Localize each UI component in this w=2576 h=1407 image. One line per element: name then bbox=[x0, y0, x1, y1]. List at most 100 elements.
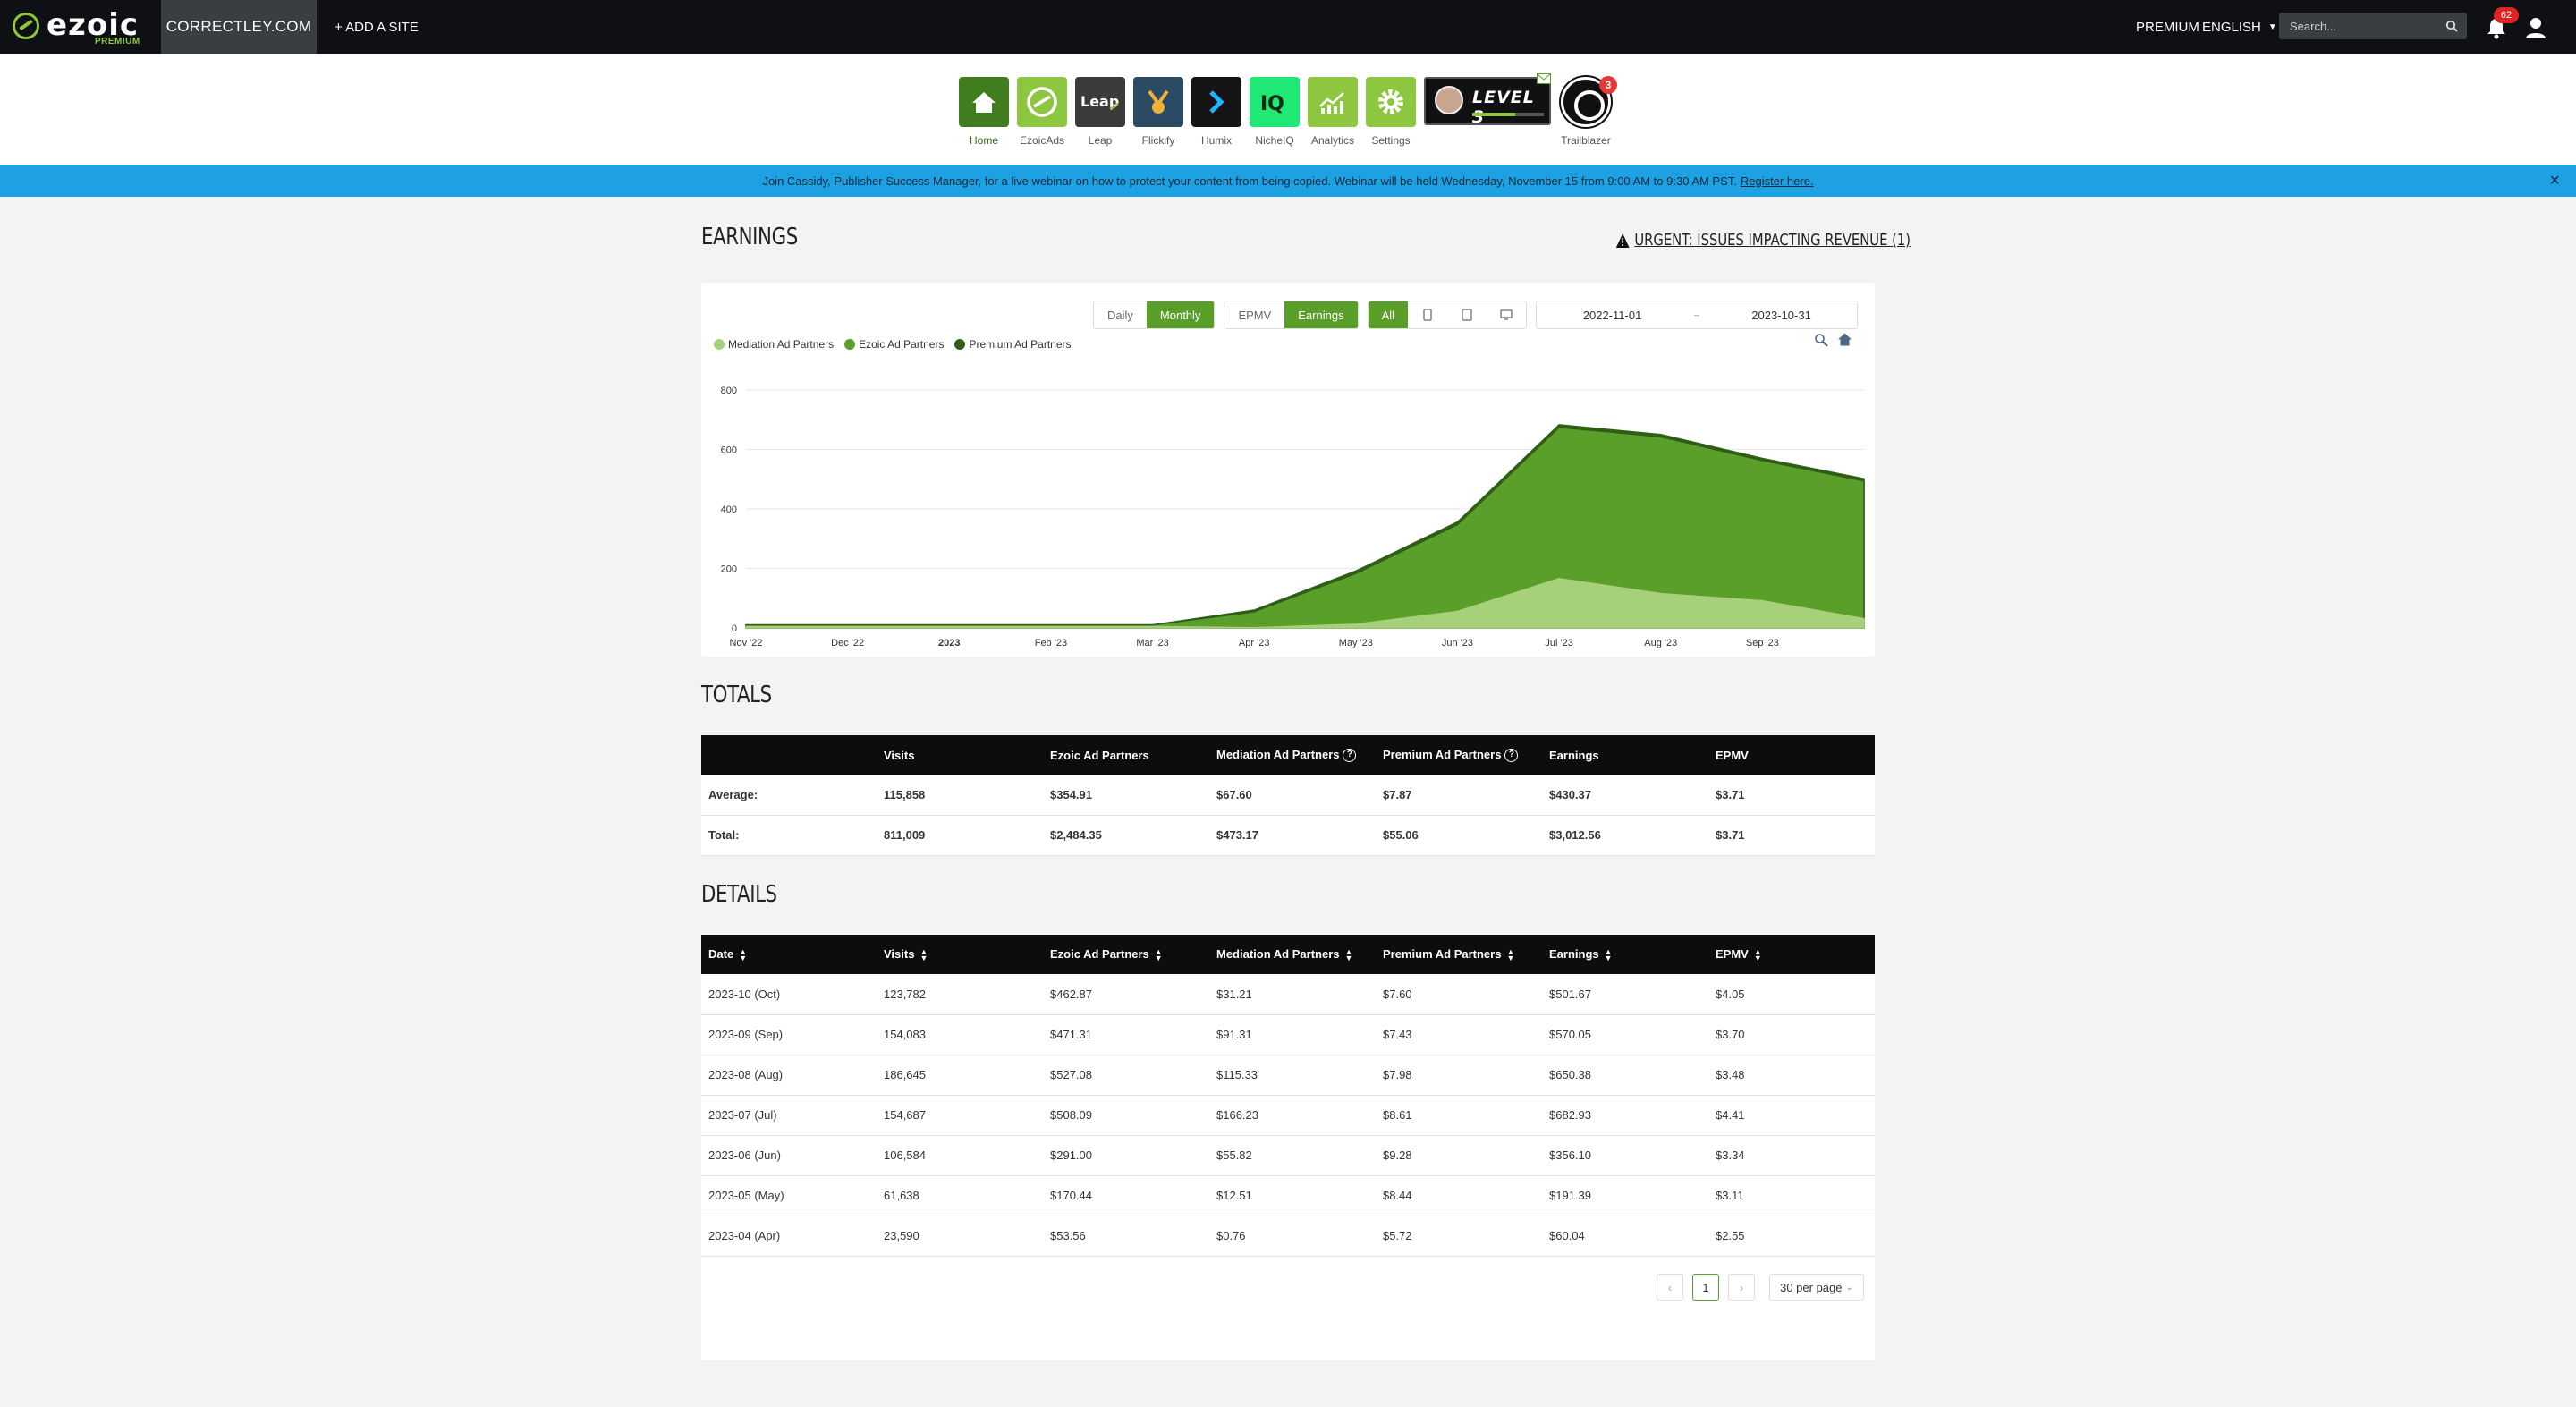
per-page-select[interactable]: 30 per page ⌄ bbox=[1769, 1274, 1864, 1301]
earnings-chart-card: Daily Monthly EPMV Earnings All 2022-11-… bbox=[701, 283, 1875, 657]
tablet-button[interactable] bbox=[1447, 301, 1487, 328]
table-cell: $356.10 bbox=[1542, 1135, 1708, 1176]
app-label: EzoicAds bbox=[1019, 134, 1065, 147]
search-input[interactable] bbox=[2279, 13, 2440, 39]
table-cell: $55.82 bbox=[1209, 1135, 1376, 1176]
legend-item[interactable]: Ezoic Ad Partners bbox=[844, 338, 944, 351]
header-cell bbox=[701, 735, 877, 775]
reset-zoom-home-icon[interactable] bbox=[1837, 332, 1852, 347]
date-range-picker[interactable]: 2022-11-01 ~ 2023-10-31 bbox=[1536, 301, 1859, 329]
language-label: ENGLISH bbox=[2202, 19, 2261, 35]
table-cell: $60.04 bbox=[1542, 1216, 1708, 1257]
sortable-header[interactable]: Ezoic Ad Partners ▲ ▼ bbox=[1043, 935, 1209, 974]
app-analytics[interactable]: Analytics bbox=[1307, 77, 1359, 147]
date-from: 2022-11-01 bbox=[1582, 308, 1642, 322]
app-humix[interactable]: Humix bbox=[1191, 77, 1242, 147]
app-label: Flickify bbox=[1141, 134, 1175, 147]
table-row: 2023-04 (Apr) 23,590 $53.56 $0.76 $5.72 $60.0… bbox=[701, 1216, 1875, 1257]
premium-link[interactable]: PREMIUM bbox=[2136, 19, 2199, 35]
table-cell: $31.21 bbox=[1209, 974, 1376, 1015]
table-cell: 2023-08 (Aug) bbox=[701, 1055, 877, 1096]
next-page-button[interactable]: › bbox=[1728, 1274, 1755, 1301]
table-cell: $0.76 bbox=[1209, 1216, 1376, 1257]
app-tile: IQ bbox=[1250, 77, 1300, 127]
app-flickify[interactable]: Flickify bbox=[1132, 77, 1184, 147]
app-home[interactable]: Home bbox=[958, 77, 1010, 147]
user-icon[interactable] bbox=[2524, 16, 2547, 39]
desktop-button[interactable] bbox=[1487, 301, 1527, 328]
app-nicheiq[interactable]: IQ NicheIQ bbox=[1249, 77, 1301, 147]
site-selector[interactable]: CORRECTLEY.COM bbox=[161, 0, 317, 54]
app-leap[interactable]: Leap Leap bbox=[1074, 77, 1126, 147]
legend-item[interactable]: Mediation Ad Partners bbox=[714, 338, 834, 351]
mobile-button[interactable] bbox=[1408, 301, 1448, 328]
table-cell: $67.60 bbox=[1209, 775, 1376, 816]
sort-icon: ▲ ▼ bbox=[919, 946, 928, 962]
header-label: Earnings bbox=[1549, 947, 1599, 962]
sort-icon: ▲ ▼ bbox=[1604, 946, 1613, 962]
legend-item[interactable]: Premium Ad Partners bbox=[954, 338, 1072, 351]
zoom-icon[interactable] bbox=[1814, 333, 1828, 347]
add-site-link[interactable]: + ADD A SITE bbox=[335, 19, 419, 35]
x-tick-label: Dec '22 bbox=[831, 638, 864, 648]
table-cell: $3.48 bbox=[1708, 1055, 1875, 1096]
avatar bbox=[1435, 86, 1463, 114]
help-icon[interactable]: ? bbox=[1504, 749, 1519, 763]
flickify-icon bbox=[1148, 89, 1169, 114]
ezoic-logo[interactable]: ezoic PREMIUM bbox=[13, 7, 147, 47]
close-icon[interactable]: × bbox=[2549, 171, 2560, 191]
y-tick-label: 400 bbox=[721, 504, 737, 515]
table-cell: $53.56 bbox=[1043, 1216, 1209, 1257]
header-label: Mediation Ad Partners bbox=[1216, 947, 1340, 962]
details-header-row: Date ▲ ▼ Visits ▲ ▼ Ezoic Ad Partners ▲ ▼ Mediati… bbox=[701, 935, 1875, 974]
app-trailblazer[interactable]: 3 Trailblazer bbox=[1560, 76, 1617, 147]
header-label: Premium Ad Partners bbox=[1383, 947, 1502, 962]
monthly-button[interactable]: Monthly bbox=[1146, 301, 1215, 328]
table-row: 2023-07 (Jul) 154,687 $508.09 $166.23 $8.61 $… bbox=[701, 1095, 1875, 1136]
prev-page-button[interactable]: ‹ bbox=[1657, 1274, 1683, 1301]
pagination: ‹ 1 › 30 per page ⌄ bbox=[1657, 1274, 1864, 1301]
sortable-header[interactable]: Premium Ad Partners ▲ ▼ bbox=[1376, 935, 1542, 974]
x-tick-label: Sep '23 bbox=[1746, 638, 1779, 648]
x-tick-label: Feb '23 bbox=[1035, 638, 1067, 648]
x-tick-label: May '23 bbox=[1339, 638, 1373, 648]
table-cell: $527.08 bbox=[1043, 1055, 1209, 1096]
sortable-header[interactable]: EPMV ▲ ▼ bbox=[1708, 935, 1875, 974]
sortable-header[interactable]: Visits ▲ ▼ bbox=[877, 935, 1043, 974]
app-label: NicheIQ bbox=[1255, 134, 1294, 147]
register-link[interactable]: Register here. bbox=[1740, 174, 1814, 188]
mail-icon[interactable] bbox=[1537, 73, 1551, 84]
table-cell: $166.23 bbox=[1209, 1095, 1376, 1136]
legend-dot bbox=[954, 339, 966, 350]
app-navigation: Home EzoicAds Leap Leap Flickify Humix I… bbox=[0, 54, 2576, 165]
earnings-title: EARNINGS bbox=[701, 224, 798, 250]
sortable-header[interactable]: Earnings ▲ ▼ bbox=[1542, 935, 1708, 974]
earnings-button[interactable]: Earnings bbox=[1284, 301, 1358, 328]
table-cell: 2023-09 (Sep) bbox=[701, 1014, 877, 1055]
header-cell: EPMV bbox=[1708, 735, 1875, 775]
table-cell: $7.43 bbox=[1376, 1014, 1542, 1055]
epmv-button[interactable]: EPMV bbox=[1224, 301, 1285, 328]
app-tile bbox=[1133, 77, 1183, 127]
help-icon[interactable]: ? bbox=[1343, 749, 1357, 763]
level-badge[interactable]: LEVEL 3 bbox=[1424, 77, 1551, 127]
urgent-issues-link[interactable]: URGENT: ISSUES IMPACTING REVENUE (1) bbox=[1615, 231, 1911, 250]
app-ezoicads[interactable]: EzoicAds bbox=[1016, 77, 1068, 147]
all-devices-button[interactable]: All bbox=[1368, 301, 1409, 328]
search-icon[interactable] bbox=[2445, 20, 2458, 32]
webinar-banner: Join Cassidy, Publisher Success Manager,… bbox=[0, 165, 2576, 197]
app-settings[interactable]: Settings bbox=[1365, 77, 1417, 147]
table-cell: 186,645 bbox=[877, 1055, 1043, 1096]
page-1-button[interactable]: 1 bbox=[1692, 1274, 1719, 1301]
daily-button[interactable]: Daily bbox=[1094, 301, 1147, 328]
table-cell: 106,584 bbox=[877, 1135, 1043, 1176]
language-selector[interactable]: ENGLISH ▼ bbox=[2202, 0, 2277, 54]
table-cell: 2023-07 (Jul) bbox=[701, 1095, 877, 1136]
header-cell: Mediation Ad Partners? bbox=[1209, 735, 1376, 775]
header-cell: Ezoic Ad Partners bbox=[1043, 735, 1209, 775]
sortable-header[interactable]: Date ▲ ▼ bbox=[701, 935, 877, 974]
app-tile bbox=[1308, 77, 1358, 127]
y-tick-label: 600 bbox=[721, 445, 737, 456]
table-cell: 2023-05 (May) bbox=[701, 1175, 877, 1216]
sortable-header[interactable]: Mediation Ad Partners ▲ ▼ bbox=[1209, 935, 1376, 974]
